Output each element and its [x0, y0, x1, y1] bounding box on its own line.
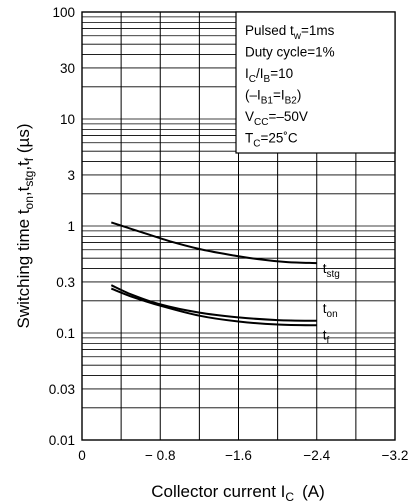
series-label-ton: ton: [323, 301, 338, 320]
x-axis-title: Collector current IC (A): [151, 482, 325, 504]
y-tick-label: 100: [52, 5, 75, 20]
y-tick-label: 0.3: [56, 275, 75, 290]
conditions-box: [235, 11, 396, 154]
y-axis-title: Switching time ton,tstg,tf (µs): [14, 123, 36, 328]
tick-labels: 0 − 0.8 −1.6 −2.4 −3.2 0.01 0.03 0.1 0.3 1 3 10 30 10…: [49, 5, 409, 463]
x-tick-label: −1.6: [225, 448, 252, 463]
condition-line: Pulsed tw=1ms: [245, 23, 335, 42]
condition-line: VCC=–50V: [245, 109, 308, 128]
x-tick-label: −2.4: [303, 448, 330, 463]
y-tick-label: 1: [67, 219, 75, 234]
y-tick-label: 0.01: [49, 433, 75, 448]
y-tick-label: 3: [67, 168, 75, 183]
y-tick-label: 0.1: [56, 326, 75, 341]
y-tick-label: 0.03: [49, 382, 75, 397]
series-line-tstg: [110, 221, 317, 265]
condition-line: IC/IB=10: [245, 66, 293, 85]
y-tick-label: 10: [60, 112, 75, 127]
series-label-tf: tf: [323, 327, 330, 346]
x-tick-label: −3.2: [382, 448, 409, 463]
series-line-tf: [110, 287, 317, 327]
legend: Pulsed tw=1ms Duty cycle=1% IC/IB=10 (–IB1=…: [235, 11, 396, 154]
y-tick-label: 30: [60, 61, 75, 76]
x-tick-label: 0: [78, 448, 86, 463]
series-line-ton: [110, 284, 317, 322]
curves: tstg ton tf: [110, 221, 340, 346]
series-label-tstg: tstg: [323, 261, 340, 280]
x-tick-label: − 0.8: [145, 448, 175, 463]
condition-line: (–IB1=IB2): [245, 88, 301, 107]
condition-line: Duty cycle=1%: [245, 45, 335, 60]
condition-line: TC=25˚C: [245, 131, 298, 150]
